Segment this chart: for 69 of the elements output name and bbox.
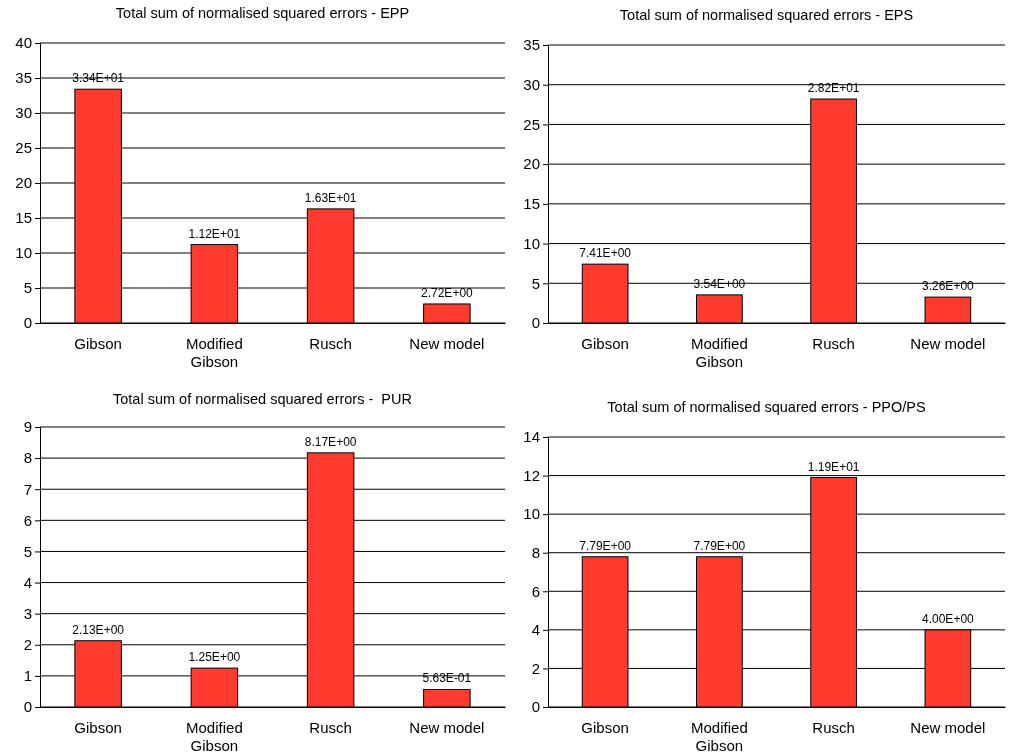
x-tick-label: Modified Gibson xyxy=(691,335,748,370)
y-tick-label: 30 xyxy=(15,104,32,122)
y-tick-label: 12 xyxy=(523,466,540,484)
y-tick-label: 14 xyxy=(523,428,540,446)
x-tick-label: New model xyxy=(910,719,986,736)
y-tick-label: 30 xyxy=(523,76,540,94)
x-tick-label: Rusch xyxy=(812,335,855,352)
x-tick-label: New model xyxy=(910,335,986,352)
data-label: 1.12E+01 xyxy=(188,226,241,241)
y-tick-label: 35 xyxy=(15,69,32,87)
data-label: 3.34E+01 xyxy=(72,71,125,86)
y-tick-label: 2 xyxy=(531,659,540,677)
y-tick-label: 5 xyxy=(23,542,32,560)
y-tick-label: 1 xyxy=(23,667,32,685)
y-tick-label: 7 xyxy=(23,480,32,498)
y-tick-label: 6 xyxy=(23,511,32,529)
chart-title: Total sum of normalised squared errors - EPS xyxy=(619,7,914,23)
x-tick-label: New model xyxy=(409,335,485,352)
y-tick-label: 25 xyxy=(15,139,32,157)
y-tick-label: 0 xyxy=(23,314,32,332)
data-label: 8.17E+00 xyxy=(304,434,357,449)
x-tick-label: Gibson xyxy=(74,719,122,736)
data-label: 1.19E+01 xyxy=(807,459,860,474)
chart-title: Total sum of normalised squared errors - PPO/PS xyxy=(607,399,926,415)
data-label: 1.63E+01 xyxy=(304,190,357,205)
data-label: 4.00E+00 xyxy=(922,611,975,626)
x-tick-label: Rusch xyxy=(309,719,352,736)
y-tick-label: 0 xyxy=(531,698,540,716)
y-tick-label: 15 xyxy=(523,195,540,213)
y-tick-label: 10 xyxy=(523,505,540,523)
x-tick-label: Rusch xyxy=(309,335,352,352)
y-tick-label: 4 xyxy=(531,621,540,639)
y-tick-label: 5 xyxy=(23,279,32,297)
x-tick-label: Modified Gibson xyxy=(186,335,243,370)
x-tick-label: Rusch xyxy=(812,719,855,736)
y-tick-label: 0 xyxy=(23,698,32,716)
y-tick-label: 4 xyxy=(23,573,32,591)
y-tick-label: 3 xyxy=(23,604,32,622)
y-tick-label: 0 xyxy=(531,314,540,332)
y-tick-label: 8 xyxy=(23,449,32,467)
y-tick-label: 9 xyxy=(23,418,32,436)
y-tick-label: 10 xyxy=(15,244,32,262)
y-tick-label: 35 xyxy=(523,36,540,54)
y-tick-label: 8 xyxy=(531,544,540,562)
data-label: 2.13E+00 xyxy=(72,622,125,637)
data-label: 7.41E+00 xyxy=(579,246,632,261)
x-tick-label: Modified Gibson xyxy=(186,719,243,754)
data-label: 1.25E+00 xyxy=(188,650,241,665)
x-tick-label: Gibson xyxy=(581,335,629,352)
y-tick-label: 40 xyxy=(15,34,32,52)
y-tick-label: 20 xyxy=(523,155,540,173)
data-label: 2.82E+01 xyxy=(807,81,860,96)
data-label: 7.79E+00 xyxy=(693,538,746,553)
data-label: 2.72E+00 xyxy=(421,285,474,300)
x-tick-label: Gibson xyxy=(581,719,629,736)
x-tick-label: Gibson xyxy=(74,335,122,352)
y-tick-label: 25 xyxy=(523,115,540,133)
y-tick-label: 15 xyxy=(15,209,32,227)
y-tick-label: 2 xyxy=(23,636,32,654)
x-tick-label: New model xyxy=(409,719,485,736)
data-label: 5.63E-01 xyxy=(422,671,472,686)
y-tick-label: 10 xyxy=(523,234,540,252)
chart-title: Total sum of normalised squared errors - PUR xyxy=(113,391,412,407)
y-tick-label: 5 xyxy=(531,274,540,292)
y-tick-label: 20 xyxy=(15,174,32,192)
chart-title: Total sum of normalised squared errors - EPP xyxy=(115,5,410,21)
data-label: 7.79E+00 xyxy=(579,538,632,553)
y-tick-label: 6 xyxy=(531,582,540,600)
x-tick-label: Modified Gibson xyxy=(691,719,748,754)
